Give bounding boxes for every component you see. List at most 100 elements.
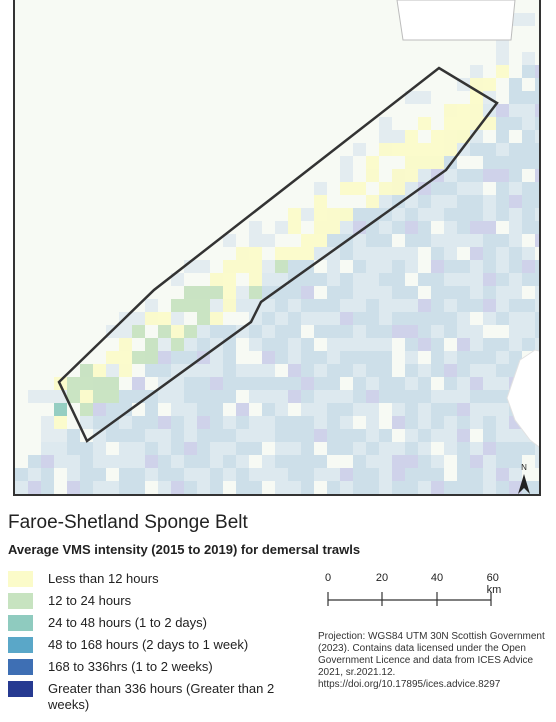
vms-cell: [496, 403, 509, 416]
vms-cell: [106, 364, 119, 377]
vms-cell: [496, 416, 509, 429]
vms-cell: [15, 481, 28, 494]
sponge-belt-boundary: [57, 66, 499, 443]
vms-cell: [470, 455, 483, 468]
vms-cell: [275, 260, 288, 273]
vms-cell: [470, 481, 483, 494]
vms-cell: [54, 403, 67, 416]
vms-cell: [366, 299, 379, 312]
vms-cell: [340, 312, 353, 325]
vms-cell: [223, 234, 236, 247]
vms-cell: [496, 195, 509, 208]
vms-cell: [223, 455, 236, 468]
vms-cell: [496, 234, 509, 247]
shetland-coast: [506, 349, 539, 448]
vms-cell: [522, 156, 535, 169]
vms-cell: [54, 416, 67, 429]
legend-label: 24 to 48 hours (1 to 2 days): [48, 615, 207, 630]
vms-cell: [314, 195, 327, 208]
vms-cell: [275, 325, 288, 338]
vms-cell: [171, 403, 184, 416]
vms-cell: [80, 377, 93, 390]
vms-cell: [93, 481, 106, 494]
vms-cell: [470, 351, 483, 364]
vms-cell: [327, 416, 340, 429]
vms-cell: [28, 455, 41, 468]
vms-cell: [405, 312, 418, 325]
vms-cell: [340, 273, 353, 286]
vms-cell: [314, 468, 327, 481]
vms-cell: [496, 182, 509, 195]
map-canvas: N: [15, 0, 539, 496]
vms-cell: [119, 403, 132, 416]
vms-cell: [171, 442, 184, 455]
vms-cell: [184, 403, 197, 416]
vms-cell: [275, 221, 288, 234]
legend-label: 168 to 336hrs (1 to 2 weeks): [48, 659, 213, 674]
vms-cell: [431, 455, 444, 468]
vms-cell: [483, 403, 496, 416]
vms-cell: [288, 416, 301, 429]
vms-cell: [171, 338, 184, 351]
vms-cell: [522, 13, 535, 26]
vms-cell: [340, 481, 353, 494]
vms-cell: [418, 390, 431, 403]
vms-cell: [470, 234, 483, 247]
vms-cell: [470, 195, 483, 208]
vms-cell: [379, 299, 392, 312]
vms-cell: [535, 182, 539, 195]
vms-cell: [379, 390, 392, 403]
vms-cell: [483, 143, 496, 156]
vms-cell: [444, 247, 457, 260]
vms-cell: [457, 221, 470, 234]
legend-label: 48 to 168 hours (2 days to 1 week): [48, 637, 249, 652]
vms-cell: [301, 208, 314, 221]
vms-cell: [522, 260, 535, 273]
vms-cell: [275, 312, 288, 325]
vms-cell: [470, 273, 483, 286]
vms-cell: [262, 234, 275, 247]
vms-cell: [67, 390, 80, 403]
vms-cell: [145, 442, 158, 455]
north-arrow: N: [518, 463, 530, 494]
vms-cell: [249, 221, 262, 234]
vms-cell: [327, 260, 340, 273]
vms-cell: [392, 468, 405, 481]
vms-cell: [366, 416, 379, 429]
vms-cell: [405, 169, 418, 182]
vms-cell: [509, 104, 522, 117]
vms-cell: [262, 260, 275, 273]
vms-cell: [314, 364, 327, 377]
vms-cell: [210, 494, 223, 496]
vms-cell: [405, 416, 418, 429]
vms-cell: [405, 455, 418, 468]
vms-cell: [132, 481, 145, 494]
vms-cell: [80, 403, 93, 416]
vms-cell: [457, 299, 470, 312]
vms-cell: [535, 455, 539, 468]
vms-cell: [366, 494, 379, 496]
vms-cell: [509, 208, 522, 221]
vms-cell: [171, 273, 184, 286]
vms-cell: [496, 247, 509, 260]
vms-cell: [301, 351, 314, 364]
vms-cell: [314, 416, 327, 429]
vms-cell: [470, 403, 483, 416]
vms-cell: [496, 338, 509, 351]
vms-cell: [366, 429, 379, 442]
vms-cell: [496, 299, 509, 312]
vms-cell: [106, 429, 119, 442]
vms-cell: [470, 182, 483, 195]
vms-cell: [509, 182, 522, 195]
vms-cell: [171, 377, 184, 390]
vms-cell: [366, 390, 379, 403]
vms-cell: [210, 429, 223, 442]
vms-cell: [327, 481, 340, 494]
vms-cell: [405, 260, 418, 273]
vms-cell: [496, 260, 509, 273]
legend-swatch: [8, 615, 33, 631]
vms-cell: [444, 325, 457, 338]
vms-cell: [418, 273, 431, 286]
vms-cell: [314, 182, 327, 195]
vms-cell: [67, 481, 80, 494]
